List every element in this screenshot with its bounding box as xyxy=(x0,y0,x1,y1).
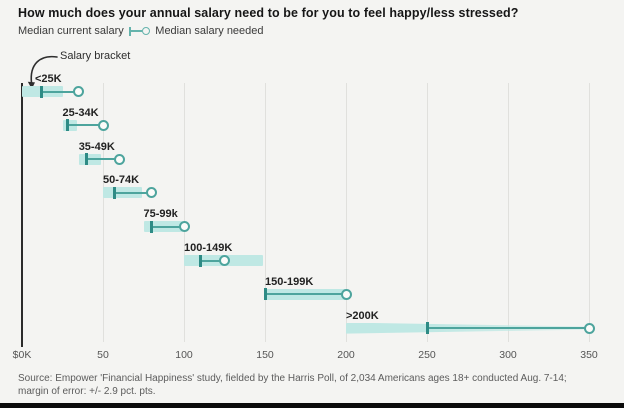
needed-salary-circle xyxy=(97,119,109,131)
current-salary-tick xyxy=(263,288,267,301)
gridline xyxy=(346,83,347,342)
dumbbell-line xyxy=(151,225,184,228)
source-line-2: margin of error: +/- 2.9 pct. pts. xyxy=(18,386,156,397)
dumbbell-legend-icon xyxy=(128,26,151,36)
current-salary-tick xyxy=(198,254,202,267)
curved-arrow-icon xyxy=(27,55,58,89)
legend-tick-icon xyxy=(128,26,132,36)
needed-salary-circle xyxy=(113,153,125,165)
bottom-rule xyxy=(0,403,624,408)
needed-salary-circle xyxy=(73,86,85,97)
needed-salary-circle xyxy=(178,221,190,233)
x-axis-tick-label: 300 xyxy=(499,349,517,361)
gridline xyxy=(184,83,185,342)
legend-line-icon xyxy=(131,30,143,32)
source-line-1: Source: Empower 'Financial Happiness' st… xyxy=(18,373,567,384)
current-salary-tick xyxy=(65,119,69,132)
gridline xyxy=(103,83,104,342)
current-salary-tick xyxy=(39,85,43,98)
x-axis-tick-label: 250 xyxy=(418,349,436,361)
needed-salary-circle xyxy=(219,255,230,266)
bracket-label: 100-149K xyxy=(184,242,233,254)
x-axis-tick-label: $0K xyxy=(12,349,32,361)
gridline xyxy=(265,83,266,342)
gridline xyxy=(508,83,509,342)
dumbbell-line xyxy=(265,293,346,296)
chart-title: How much does your annual salary need to… xyxy=(18,6,519,20)
bracket-label: 35-49K xyxy=(78,140,115,153)
source-note: Source: Empower 'Financial Happiness' st… xyxy=(18,372,608,398)
x-axis-tick-label: 350 xyxy=(580,349,598,361)
current-salary-tick xyxy=(425,322,429,335)
bracket-label: 75-99k xyxy=(143,208,178,221)
dumbbell-line xyxy=(200,259,225,262)
current-salary-tick xyxy=(112,186,116,199)
dumbbell-line xyxy=(114,191,152,194)
gridline xyxy=(589,83,590,342)
bracket-label: 50-74K xyxy=(103,174,140,187)
bracket-label: >200K xyxy=(346,309,379,322)
x-axis-tick-label: 200 xyxy=(337,349,355,361)
legend-current-label: Median current salary xyxy=(18,25,124,37)
dumbbell-line xyxy=(67,124,103,127)
x-axis-tick-label: 100 xyxy=(175,349,193,361)
current-salary-tick xyxy=(85,153,89,166)
gridline xyxy=(427,83,428,342)
bracket-label: <25K xyxy=(35,73,62,85)
chart-legend: Median current salary Median salary need… xyxy=(18,25,264,37)
dumbbell-line xyxy=(427,327,589,330)
legend-needed-label: Median salary needed xyxy=(155,25,264,37)
current-salary-tick xyxy=(150,220,154,233)
salary-bracket-annotation: Salary bracket xyxy=(60,50,131,62)
needed-salary-circle xyxy=(583,322,595,334)
x-axis-tick-label: 150 xyxy=(256,349,274,361)
dumbbell-line xyxy=(86,158,120,161)
dumbbell-line xyxy=(41,90,79,93)
needed-salary-circle xyxy=(146,187,158,199)
bracket-label: 150-199K xyxy=(265,275,314,288)
y-axis-line xyxy=(21,83,23,347)
x-axis-tick-label: 50 xyxy=(97,349,109,361)
bracket-label: 25-34K xyxy=(62,106,99,119)
needed-salary-circle xyxy=(340,288,352,300)
legend-circle-icon xyxy=(142,27,151,35)
